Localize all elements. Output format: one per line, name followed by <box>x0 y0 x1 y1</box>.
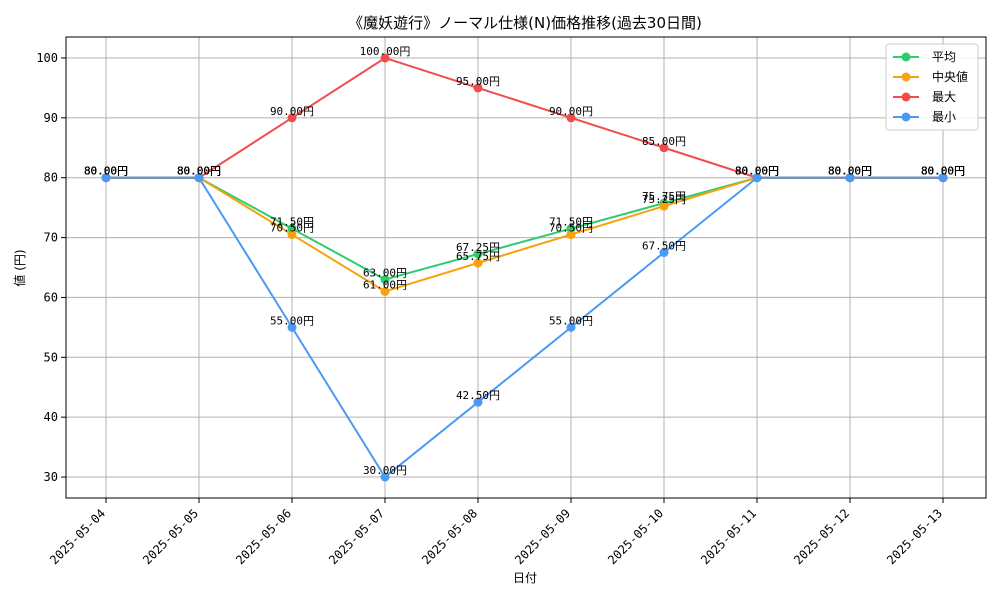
y-axis-label: 値 (円) <box>12 249 27 286</box>
y-tick-label: 50 <box>44 350 58 364</box>
legend-marker <box>901 52 911 62</box>
data-label: 80.00円 <box>177 165 221 178</box>
legend-label: 最大 <box>932 90 956 104</box>
data-label: 65.75円 <box>456 250 500 263</box>
y-tick-label: 60 <box>44 290 58 304</box>
data-point <box>566 230 576 240</box>
y-tick-label: 40 <box>44 410 58 424</box>
data-label: 67.50円 <box>642 240 686 253</box>
data-label: 67.25円 <box>456 241 500 254</box>
data-label: 80.00円 <box>735 165 779 178</box>
data-point <box>845 173 855 183</box>
data-label: 70.50円 <box>549 222 593 235</box>
data-label: 75.25円 <box>642 193 686 206</box>
data-label: 80.00円 <box>84 165 128 178</box>
data-label: 42.50円 <box>456 389 500 402</box>
legend-marker <box>901 72 911 82</box>
data-label: 80.00円 <box>828 165 872 178</box>
data-label: 30.00円 <box>363 464 407 477</box>
data-label: 90.00円 <box>270 105 314 118</box>
data-label: 80.00円 <box>735 165 779 178</box>
data-point <box>659 201 669 211</box>
legend-marker <box>901 92 911 102</box>
y-tick-label: 90 <box>44 111 58 125</box>
data-label: 80.00円 <box>84 165 128 178</box>
data-point <box>380 53 390 63</box>
data-point <box>566 322 576 332</box>
legend-label: 中央値 <box>932 69 968 84</box>
data-label: 70.50円 <box>270 222 314 235</box>
data-label: 55.00円 <box>549 314 593 327</box>
data-label: 63.00円 <box>363 266 407 279</box>
data-label: 80.00円 <box>84 165 128 178</box>
data-point <box>101 173 111 183</box>
data-point <box>194 173 204 183</box>
legend-item: 平均 <box>893 50 956 64</box>
data-label: 80.00円 <box>921 165 965 178</box>
legend-box <box>885 43 979 131</box>
y-tick-label: 70 <box>44 231 58 245</box>
data-label: 55.00円 <box>270 314 314 327</box>
data-point <box>473 249 483 259</box>
series-4 <box>101 173 948 482</box>
data-label: 80.00円 <box>828 165 872 178</box>
data-label: 80.00円 <box>828 165 872 178</box>
y-tick-label: 80 <box>44 171 58 185</box>
data-point <box>287 230 297 240</box>
data-point <box>566 113 576 123</box>
data-point <box>473 397 483 407</box>
data-point <box>752 173 762 183</box>
data-point <box>380 472 390 482</box>
data-point <box>473 258 483 268</box>
data-label: 80.00円 <box>921 165 965 178</box>
data-label: 80.00円 <box>828 165 872 178</box>
data-point <box>380 286 390 296</box>
data-label: 80.00円 <box>84 165 128 178</box>
data-label: 95.00円 <box>456 75 500 88</box>
data-label: 80.00円 <box>177 165 221 178</box>
data-label: 80.00円 <box>921 165 965 178</box>
data-label: 71.50円 <box>270 216 314 229</box>
data-label: 80.00円 <box>735 165 779 178</box>
chart-title: 《魔妖遊行》ノーマル仕様(N)価格推移(過去30日間) <box>348 14 702 32</box>
data-point <box>473 83 483 93</box>
legend-item: 中央値 <box>893 69 968 84</box>
legend-marker <box>901 112 911 122</box>
data-label: 100.00円 <box>360 45 411 58</box>
data-label: 90.00円 <box>549 105 593 118</box>
data-point <box>287 113 297 123</box>
series-layer <box>101 53 948 482</box>
data-point <box>938 173 948 183</box>
data-labels: 80.00円 80.00円 71.50円 63.00円 67.25円 71.50円 75.7… <box>84 45 965 477</box>
data-point <box>659 143 669 153</box>
y-tick-label: 30 <box>44 470 58 484</box>
data-label: 80.00円 <box>177 165 221 178</box>
data-label: 75.75円 <box>642 190 686 203</box>
data-label: 85.00円 <box>642 135 686 148</box>
data-point <box>659 248 669 258</box>
data-label: 71.50円 <box>549 216 593 229</box>
legend-label: 最小 <box>932 110 956 124</box>
data-label: 80.00円 <box>921 165 965 178</box>
plot-area <box>65 36 987 499</box>
legend-item: 最小 <box>893 110 956 124</box>
data-point <box>380 274 390 284</box>
data-label: 61.00円 <box>363 278 407 291</box>
legend-item: 最大 <box>893 90 956 104</box>
legend-label: 平均 <box>932 50 956 64</box>
data-point <box>287 322 297 332</box>
data-label: 80.00円 <box>177 165 221 178</box>
data-label: 80.00円 <box>735 165 779 178</box>
series-line <box>106 176 943 479</box>
x-axis-label: 日付 <box>513 571 537 585</box>
y-tick-label: 100 <box>36 51 58 65</box>
